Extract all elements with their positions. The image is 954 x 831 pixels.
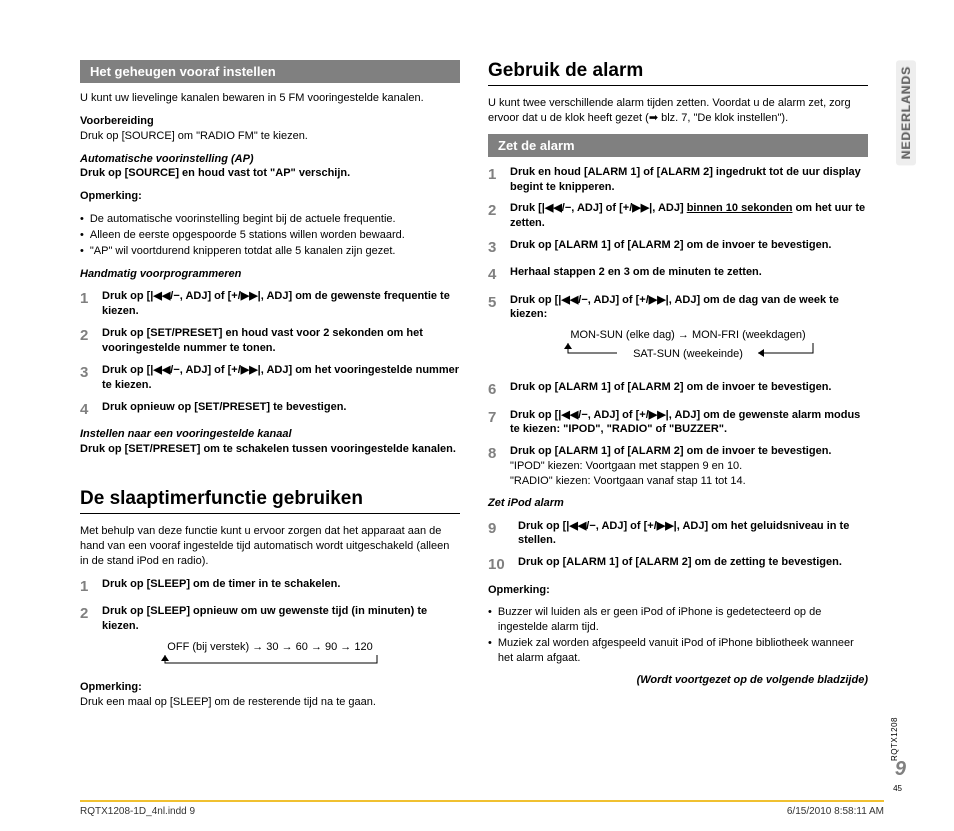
manual-label: Handmatig voorprogrammeren: [80, 267, 460, 282]
alarm-step-9: 9Druk op [|◀◀/−, ADJ] of [+/▶▶|, ADJ] om…: [488, 519, 868, 549]
cycle-arrows-icon: SAT-SUN (weekeinde): [543, 341, 833, 369]
note-item: •"AP" wil voortdurend knipperen totdat a…: [80, 244, 460, 259]
alarm-step-7: 7Druk op [|◀◀/−, ADJ] of [+/▶▶|, ADJ] om…: [488, 408, 868, 438]
alarm-step-2: 2Druk [|◀◀/−, ADJ] of [+/▶▶|, ADJ] binne…: [488, 201, 868, 231]
alarm-step-1: 1Druk en houd [ALARM 1] of [ALARM 2] ing…: [488, 165, 868, 195]
section-set-alarm: Zet de alarm: [488, 134, 868, 157]
alarm-intro: U kunt twee verschillende alarm tijden z…: [488, 96, 868, 126]
page-content: Het geheugen vooraf instellen U kunt uw …: [0, 0, 954, 738]
sleep-cycle-diagram: OFF (bij verstek) → 30 → 60 → 90 → 120: [80, 641, 460, 670]
step-2: 2Druk op [SET/PRESET] en houd vast voor …: [80, 326, 460, 356]
ipod-alarm-label: Zet iPod alarm: [488, 496, 868, 511]
note-item: •De automatische voorinstelling begint b…: [80, 212, 460, 227]
alarm-step-3: 3Druk op [ALARM 1] of [ALARM 2] om de in…: [488, 238, 868, 258]
preparation: Voorbereiding Druk op [SOURCE] om "RADIO…: [80, 114, 460, 144]
note-item: •Alleen de eerste opgespoorde 5 stations…: [80, 228, 460, 243]
preset-tune: Instellen naar een vooringestelde kanaal…: [80, 427, 460, 457]
step-1: 1Druk op [|◀◀/−, ADJ] of [+/▶▶|, ADJ] om…: [80, 289, 460, 319]
preset-intro: U kunt uw lievelinge kanalen bewaren in …: [80, 91, 460, 106]
alarm-step-5: 5Druk op [|◀◀/−, ADJ] of [+/▶▶|, ADJ] om…: [488, 293, 868, 323]
sleep-step-1: 1Druk op [SLEEP] om de timer in te schak…: [80, 577, 460, 597]
section-preset-memory: Het geheugen vooraf instellen: [80, 60, 460, 83]
language-tab: NEDERLANDS: [896, 60, 916, 165]
step-3: 3Druk op [|◀◀/−, ADJ] of [+/▶▶|, ADJ] om…: [80, 363, 460, 393]
footer: RQTX1208-1D_4nl.indd 9 6/15/2010 8:58:11…: [80, 800, 884, 817]
note-list: •De automatische voorinstelling begint b…: [80, 212, 460, 259]
alarm-step-8: 8 Druk op [ALARM 1] of [ALARM 2] om de i…: [488, 444, 868, 489]
cycle-return-arrow-icon: [155, 653, 385, 667]
note-item: •Buzzer wil luiden als er geen iPod of i…: [488, 605, 868, 635]
sleep-step-2: 2Druk op [SLEEP] opnieuw om uw gewenste …: [80, 604, 460, 634]
right-column: Gebruik de alarm U kunt twee verschillen…: [488, 60, 868, 718]
sleep-note: Opmerking: Druk een maal op [SLEEP] om d…: [80, 680, 460, 710]
cycle-bottom-text: SAT-SUN (weekeinde): [633, 348, 743, 360]
heading-use-alarm: Gebruik de alarm: [488, 60, 868, 86]
sleep-intro: Met behulp van deze functie kunt u ervoo…: [80, 524, 460, 569]
footer-filename: RQTX1208-1D_4nl.indd 9: [80, 806, 195, 817]
left-column: Het geheugen vooraf instellen U kunt uw …: [80, 60, 460, 718]
page-number: 9: [895, 758, 906, 781]
alarm-note-list: •Buzzer wil luiden als er geen iPod of i…: [488, 605, 868, 665]
step-4: 4Druk opnieuw op [SET/PRESET] te bevesti…: [80, 400, 460, 420]
heading-sleep-timer: De slaaptimerfunctie gebruiken: [80, 488, 460, 514]
arrow-ref-icon: ➡: [649, 112, 658, 124]
doc-code-vertical: RQTX1208: [890, 717, 899, 761]
alarm-step-4: 4Herhaal stappen 2 en 3 om de minuten te…: [488, 265, 868, 285]
page-number-small: 45: [893, 784, 902, 793]
alarm-step-6: 6Druk op [ALARM 1] of [ALARM 2] om de in…: [488, 380, 868, 400]
note-label: Opmerking:: [80, 189, 460, 204]
auto-preset: Automatische voorinstelling (AP) Druk op…: [80, 152, 460, 182]
alarm-step-10: 10Druk op [ALARM 1] of [ALARM 2] om de z…: [488, 555, 868, 575]
alarm-note-label: Opmerking:: [488, 583, 868, 598]
footer-timestamp: 6/15/2010 8:58:11 AM: [787, 806, 884, 817]
note-item: •Muziek zal worden afgespeeld vanuit iPo…: [488, 636, 868, 666]
continued-text: (Wordt voortgezet op de volgende bladzij…: [488, 674, 868, 686]
day-cycle-diagram: MON-SUN (elke dag) → MON-FRI (weekdagen)…: [508, 329, 868, 372]
